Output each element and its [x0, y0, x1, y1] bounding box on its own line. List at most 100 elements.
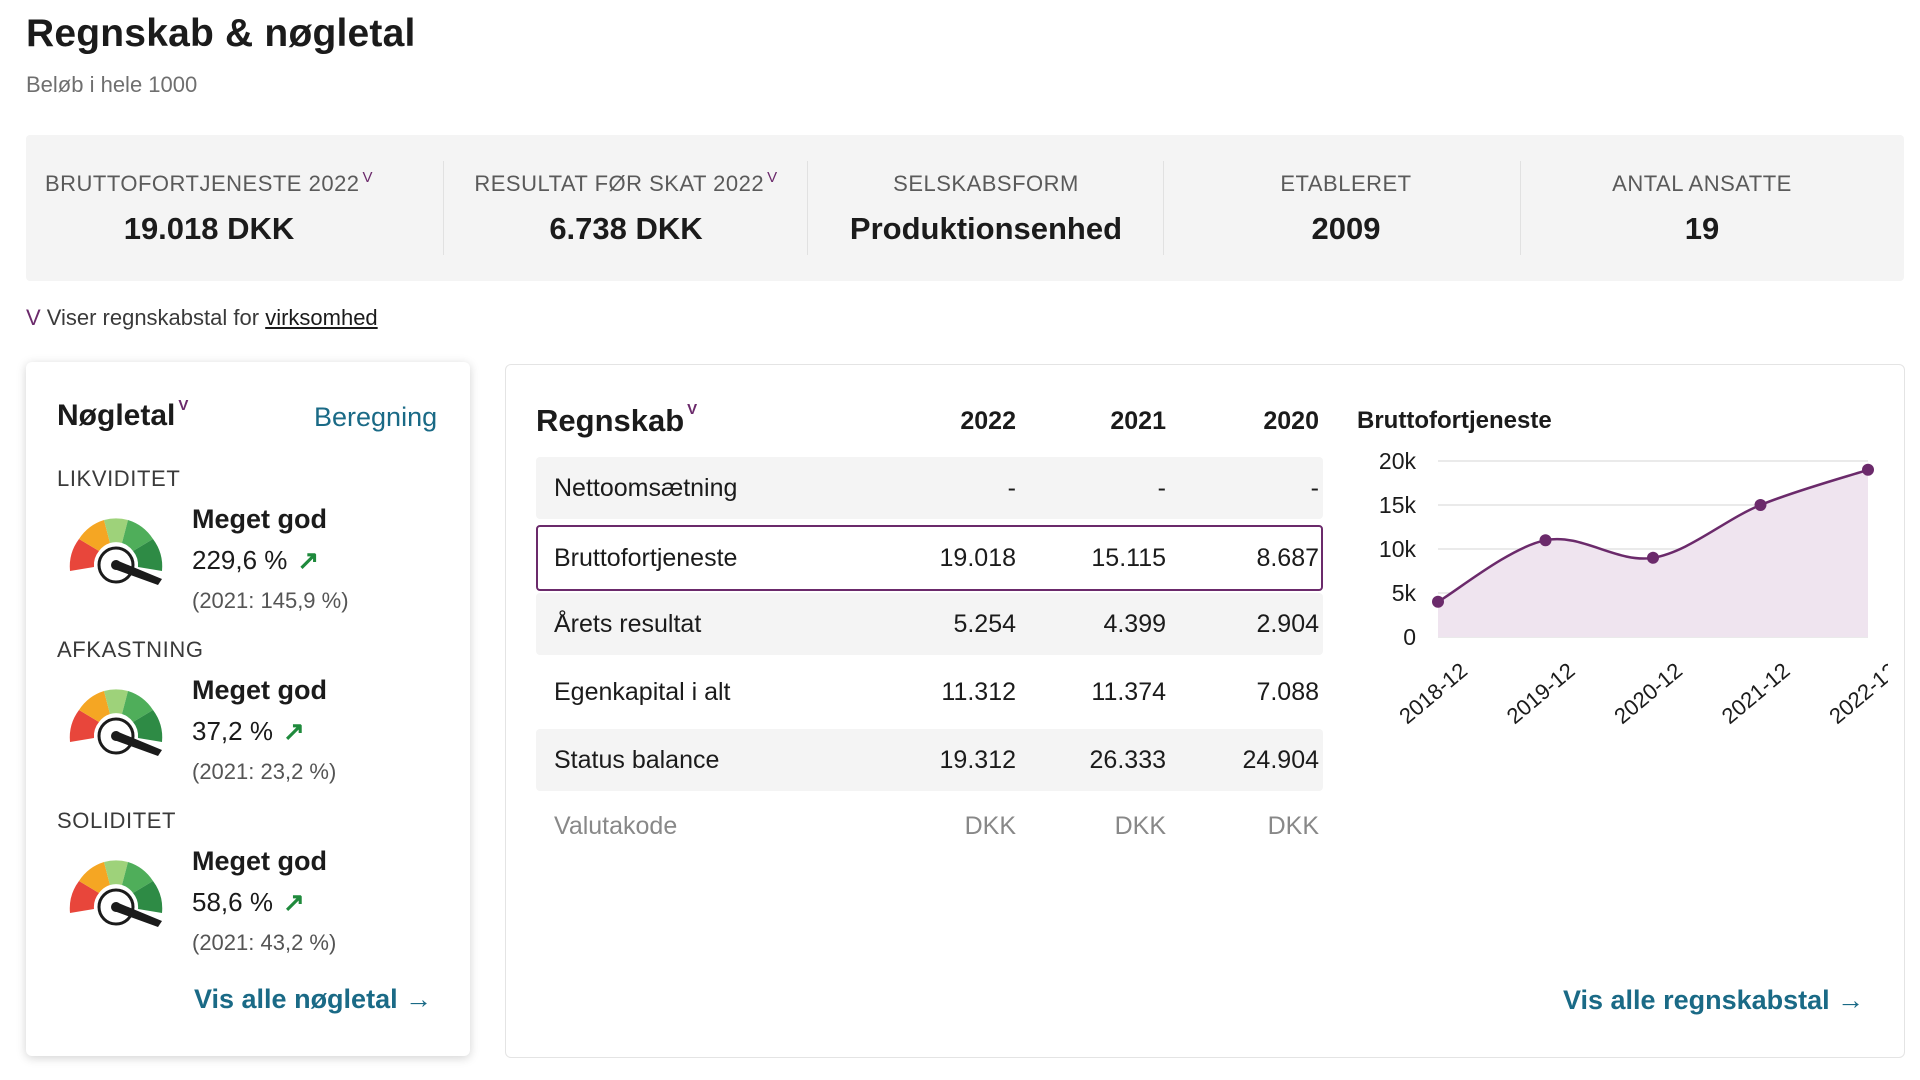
currency-row: Valutakode DKK DKK DKK	[536, 795, 1323, 857]
row-value: 11.312	[941, 678, 1016, 706]
table-row: Nettoomsætning - - -	[536, 457, 1323, 519]
row-value: -	[1157, 474, 1166, 502]
row-value: 24.904	[1242, 746, 1319, 774]
trend-up-icon: ↗	[282, 716, 305, 746]
row-value: 19.312	[939, 746, 1016, 774]
data-point	[1754, 499, 1767, 511]
arrow-right-icon: →	[1837, 985, 1865, 1015]
summary-value: 19	[1684, 211, 1720, 246]
summary-label: ETABLERET	[1280, 171, 1412, 196]
row-label: Årets resultat	[554, 610, 702, 638]
row-value: -	[1007, 474, 1016, 502]
summary-label: SELSKABSFORM	[893, 171, 1079, 196]
summary-label: BRUTTOFORTJENESTE 2022	[44, 171, 360, 196]
row-value: 19.018	[939, 544, 1016, 572]
info-marker[interactable]: V	[687, 401, 698, 418]
x-tick-label: 2021-12	[1717, 658, 1795, 729]
y-tick-label: 10k	[1379, 536, 1417, 562]
y-tick-label: 0	[1403, 624, 1416, 650]
trend-up-icon: ↗	[282, 887, 305, 917]
info-marker[interactable]: V	[362, 169, 374, 186]
info-marker[interactable]: V	[178, 397, 189, 414]
calculation-link[interactable]: Beregning	[314, 402, 438, 432]
row-value: 26.333	[1089, 746, 1166, 774]
ratio-value: 37,2 %	[192, 716, 273, 746]
section-label: SOLIDITET	[57, 808, 177, 833]
gauge-icon	[69, 860, 163, 927]
rating-text: Meget god	[192, 675, 327, 705]
info-marker[interactable]: V	[26, 305, 41, 330]
year-header: 2022	[960, 407, 1016, 435]
row-label: Status balance	[554, 746, 720, 774]
row-value: 7.088	[1256, 678, 1319, 706]
row-label: Bruttofortjeneste	[554, 544, 738, 572]
data-point	[1862, 463, 1874, 476]
info-marker[interactable]: V	[767, 169, 778, 186]
table-row: Årets resultat 5.254 4.399 2.904	[536, 593, 1323, 655]
summary-company-form: SELSKABSFORM Produktionsenhed	[816, 135, 1156, 281]
row-value: DKK	[964, 812, 1016, 840]
accounts-card: Regnskab V 2022 2021 2020 Nettoomsætning …	[505, 364, 1905, 1058]
row-value: -	[1310, 474, 1319, 502]
row-label: Nettoomsætning	[554, 474, 738, 502]
gauge-icon	[69, 689, 163, 756]
page-title: Regnskab & nøgletal	[26, 12, 416, 55]
ratio-value: 229,6 %	[192, 545, 288, 575]
x-tick-label: 2022-12	[1824, 658, 1888, 729]
row-value: DKK	[1114, 812, 1166, 840]
summary-value: 19.018 DKK	[123, 211, 295, 246]
row-value: DKK	[1267, 812, 1319, 840]
year-header: 2020	[1263, 407, 1319, 435]
y-tick-label: 15k	[1379, 492, 1417, 518]
gauge-icon	[69, 518, 163, 585]
divider	[1163, 161, 1164, 255]
section-label: LIKVIDITET	[57, 466, 181, 491]
row-value: 8.687	[1256, 544, 1319, 572]
chart-title: Bruttofortjeneste	[1357, 407, 1552, 434]
row-value: 2.904	[1256, 610, 1319, 638]
summary-value: 6.738 DKK	[549, 211, 703, 246]
x-tick-label: 2018-12	[1394, 658, 1472, 729]
previous-value: (2021: 43,2 %)	[192, 930, 337, 955]
row-label: Egenkapital i alt	[554, 678, 731, 706]
arrow-right-icon: →	[405, 984, 433, 1014]
summary-label: ANTAL ANSATTE	[1612, 171, 1792, 196]
trend-up-icon: ↗	[297, 545, 320, 575]
summary-profit-before-tax: RESULTAT FØR SKAT 2022 V 6.738 DKK	[456, 135, 796, 281]
accounts-title: Regnskab	[536, 403, 685, 438]
row-value: 5.254	[953, 610, 1016, 638]
view-all-accounts-link[interactable]: Vis alle regnskabstal →	[1563, 985, 1864, 1016]
data-point	[1647, 551, 1659, 564]
data-point	[1539, 534, 1552, 547]
link-label: Vis alle nøgletal	[194, 984, 398, 1014]
view-all-key-figures-link[interactable]: Vis alle nøgletal →	[194, 984, 432, 1015]
summary-value: 2009	[1311, 211, 1381, 246]
company-link[interactable]: virksomhed	[265, 305, 378, 330]
key-figures-card: Nøgletal V Beregning LIKVIDITET Meget god…	[26, 362, 470, 1056]
row-value: 11.374	[1091, 678, 1166, 706]
rating-text: Meget god	[192, 846, 327, 876]
divider	[443, 161, 444, 255]
data-point	[1432, 595, 1444, 608]
rating-text: Meget god	[192, 504, 327, 534]
series-area	[1438, 469, 1868, 637]
summary-label: RESULTAT FØR SKAT 2022	[474, 171, 765, 196]
x-tick-label: 2019-12	[1502, 658, 1580, 729]
key-figures-title: Nøgletal	[57, 399, 176, 432]
section-label: AFKASTNING	[57, 637, 204, 662]
gross-profit-chart: 20k 15k 10k 5k 0 2018-12 2019-12 2020-12 2021-12…	[1379, 448, 1888, 729]
summary-employees: ANTAL ANSATTE 19	[1532, 135, 1872, 281]
note-text: Viser regnskabstal for	[46, 305, 260, 330]
previous-value: (2021: 145,9 %)	[192, 588, 349, 613]
page-subtitle: Beløb i hele 1000	[26, 72, 198, 97]
previous-value: (2021: 23,2 %)	[192, 759, 337, 784]
table-row: Egenkapital i alt 11.312 11.374 7.088	[536, 661, 1323, 723]
table-row-selected[interactable]: Bruttofortjeneste 19.018 15.115 8.687	[536, 525, 1323, 591]
divider	[807, 161, 808, 255]
summary-established: ETABLERET 2009	[1176, 135, 1516, 281]
row-label: Valutakode	[554, 812, 678, 840]
summary-gross-profit: BRUTTOFORTJENESTE 2022 V 19.018 DKK	[26, 135, 392, 281]
table-row: Status balance 19.312 26.333 24.904	[536, 729, 1323, 791]
x-tick-label: 2020-12	[1609, 658, 1687, 729]
divider	[1520, 161, 1521, 255]
